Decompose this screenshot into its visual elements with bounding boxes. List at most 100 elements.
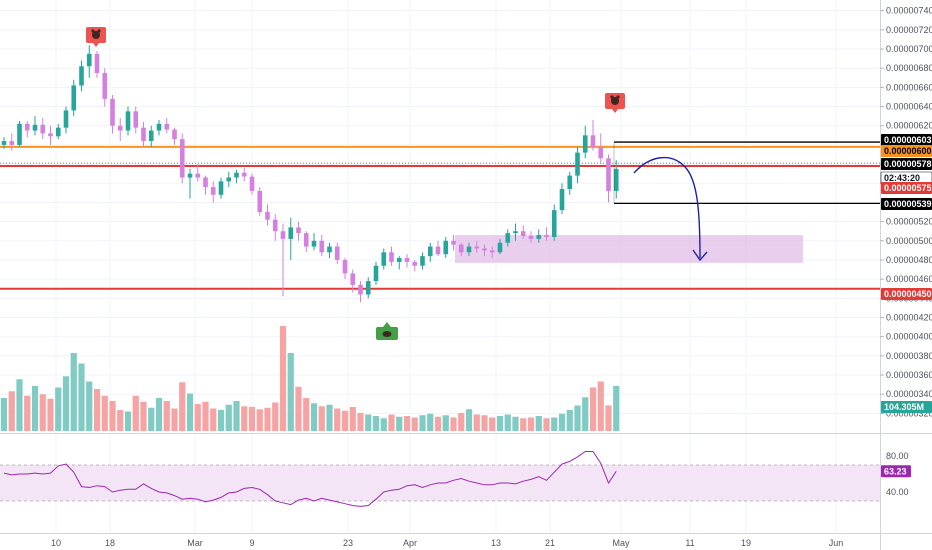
price-tag-orange [881,145,932,157]
volume-bar [210,408,217,431]
badge-glyph [616,95,620,99]
candle-body [319,240,325,253]
volume-bar [458,413,465,431]
candle-body [373,265,379,282]
price-tag-label: 0.00000450 [884,289,932,299]
candle-body [520,231,526,237]
volume-bar [132,395,139,431]
candle-body [443,240,449,255]
volume-bar [225,404,232,431]
candle-body [474,246,480,249]
volume-bar [558,413,566,431]
price-tag-label: 0.00000603 [884,135,932,145]
candle-body [164,123,170,130]
candle-body [17,123,22,145]
candle-body [86,53,92,67]
time-axis[interactable]: 10 18 Mar 9 23 Apr 13 21 May 11 19 Jun [51,538,843,548]
price-tick-label: 0.00000400 [886,332,932,342]
volume-bar [31,386,39,431]
candle-body [590,135,596,147]
volume-bar [78,363,85,431]
volume-bar [527,417,535,431]
candle-body [63,110,69,128]
candle-body [48,133,53,137]
volume-bar [535,416,542,431]
bear-icon[interactable] [605,93,625,113]
rsi-axis[interactable]: 80.00 40.00 63.23 [881,451,911,497]
candle-body [79,66,84,86]
price-tick-label: 0.00000700 [886,44,932,54]
volume-bar [62,376,70,431]
volume-bar [551,417,558,431]
volume-bar [16,379,23,431]
volume-bar [194,404,201,431]
candle-body [404,258,410,262]
volume-bar [396,416,403,431]
candle-body [365,281,371,295]
time-tick-label: Mar [187,538,203,548]
volume-bar [163,401,170,431]
candle-body [606,158,611,191]
candle-body [505,233,511,243]
bear-icon[interactable] [86,27,106,47]
volume-bar [442,415,449,431]
candle-body [567,175,573,190]
badge-glyph [97,29,101,33]
price-tick-label: 0.00000360 [886,370,932,380]
volume-bars [0,326,620,431]
price-tag-black [881,198,932,210]
badge-glyph [382,331,392,337]
time-tick-label: 13 [491,538,501,548]
time-tick-label: 18 [105,538,115,548]
time-tick-label: 11 [685,538,694,548]
candle-body [195,173,201,178]
volume-bar [326,404,333,431]
candle-body [420,256,425,266]
chart-grid [0,0,880,533]
bull-icon[interactable] [376,322,398,340]
volume-bar [93,389,101,431]
volume-bar [605,405,612,431]
volume-bar [489,417,496,431]
candle-body [381,252,387,266]
volume-bar [403,416,411,431]
volume-bar [582,397,589,431]
candle-body [257,190,263,213]
badge-glyph [610,95,614,99]
volume-bar [473,414,480,431]
volume-bar [124,411,132,431]
volume-bar [217,410,225,431]
volume-bar [512,416,519,431]
price-tag-red [881,182,932,194]
candle-body [482,248,487,251]
candle-body [125,111,131,131]
volume-bar [8,391,15,431]
volume-bar [450,417,457,431]
projection-arrow [633,156,701,259]
candle-body [218,181,224,195]
price-tick-label: 0.00000620 [886,121,932,131]
price-tag-black [881,158,932,170]
price-tick-label: 0.00000380 [886,351,932,361]
candle-body [249,176,255,191]
candle-body [241,172,247,177]
candle-body [1,141,7,145]
candle-body [575,152,580,176]
volume-bar [24,395,31,431]
candle-body [288,227,294,239]
price-tick-label: 0.00000480 [886,255,932,265]
candle-body [210,187,216,195]
time-tick-label: 19 [741,538,751,548]
price-axis[interactable]: 0.00000740 0.00000720 0.00000700 0.00000680… [880,6,932,419]
candle-body [334,246,340,260]
volume-bar [597,381,604,431]
volume-bar [372,416,380,431]
volume-bar [117,410,124,431]
price-tag-label: 0.00000539 [884,199,932,209]
candle-body [9,141,15,145]
volume-bar [264,407,271,431]
candle-body [32,124,38,131]
candle-body [551,210,557,237]
volume-bar [357,413,364,431]
